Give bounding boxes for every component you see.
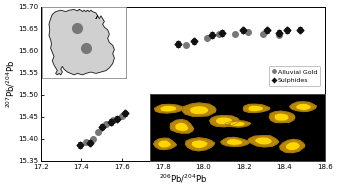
X-axis label: $^{206}$Pb/$^{204}$Pb: $^{206}$Pb/$^{204}$Pb (159, 172, 207, 185)
Y-axis label: $^{207}$Pb/$^{204}$Pb: $^{207}$Pb/$^{204}$Pb (4, 60, 17, 108)
Legend: Alluvial Gold, Sulphides: Alluvial Gold, Sulphides (269, 66, 320, 86)
